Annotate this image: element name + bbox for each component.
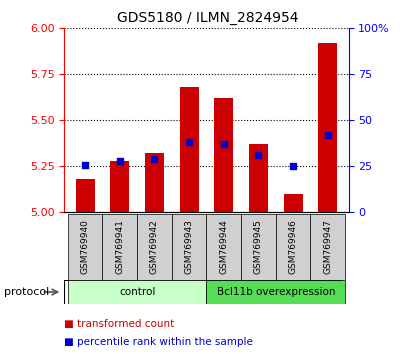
Bar <box>241 214 276 280</box>
Point <box>82 162 88 167</box>
Text: GSM769944: GSM769944 <box>219 219 228 274</box>
Bar <box>145 154 164 212</box>
Bar <box>68 214 103 280</box>
Text: ■ percentile rank within the sample: ■ percentile rank within the sample <box>64 337 253 347</box>
Text: control: control <box>119 287 155 297</box>
Point <box>186 139 193 145</box>
Point <box>255 153 262 158</box>
Bar <box>68 280 206 304</box>
Bar <box>110 161 129 212</box>
Bar <box>103 214 137 280</box>
Bar <box>206 280 345 304</box>
Text: GSM769947: GSM769947 <box>323 219 332 274</box>
Text: protocol: protocol <box>4 287 49 297</box>
Bar <box>137 214 172 280</box>
Bar <box>172 214 207 280</box>
Bar <box>310 214 345 280</box>
Text: Bcl11b overexpression: Bcl11b overexpression <box>217 287 335 297</box>
Point <box>151 156 158 162</box>
Point <box>325 132 331 138</box>
Bar <box>206 214 241 280</box>
Point <box>290 164 296 169</box>
Text: GSM769943: GSM769943 <box>185 219 194 274</box>
Point <box>117 158 123 164</box>
Text: GSM769940: GSM769940 <box>81 219 90 274</box>
Text: GSM769946: GSM769946 <box>288 219 298 274</box>
Text: ■ transformed count: ■ transformed count <box>64 319 175 329</box>
Bar <box>180 87 199 212</box>
Text: GSM769942: GSM769942 <box>150 219 159 274</box>
Bar <box>249 144 268 212</box>
Text: GSM769941: GSM769941 <box>115 219 124 274</box>
Text: GDS5180 / ILMN_2824954: GDS5180 / ILMN_2824954 <box>117 11 298 25</box>
Bar <box>276 214 310 280</box>
Bar <box>318 43 337 212</box>
Bar <box>76 179 95 212</box>
Bar <box>214 98 233 212</box>
Point <box>220 142 227 147</box>
Bar <box>283 194 303 212</box>
Text: GSM769945: GSM769945 <box>254 219 263 274</box>
